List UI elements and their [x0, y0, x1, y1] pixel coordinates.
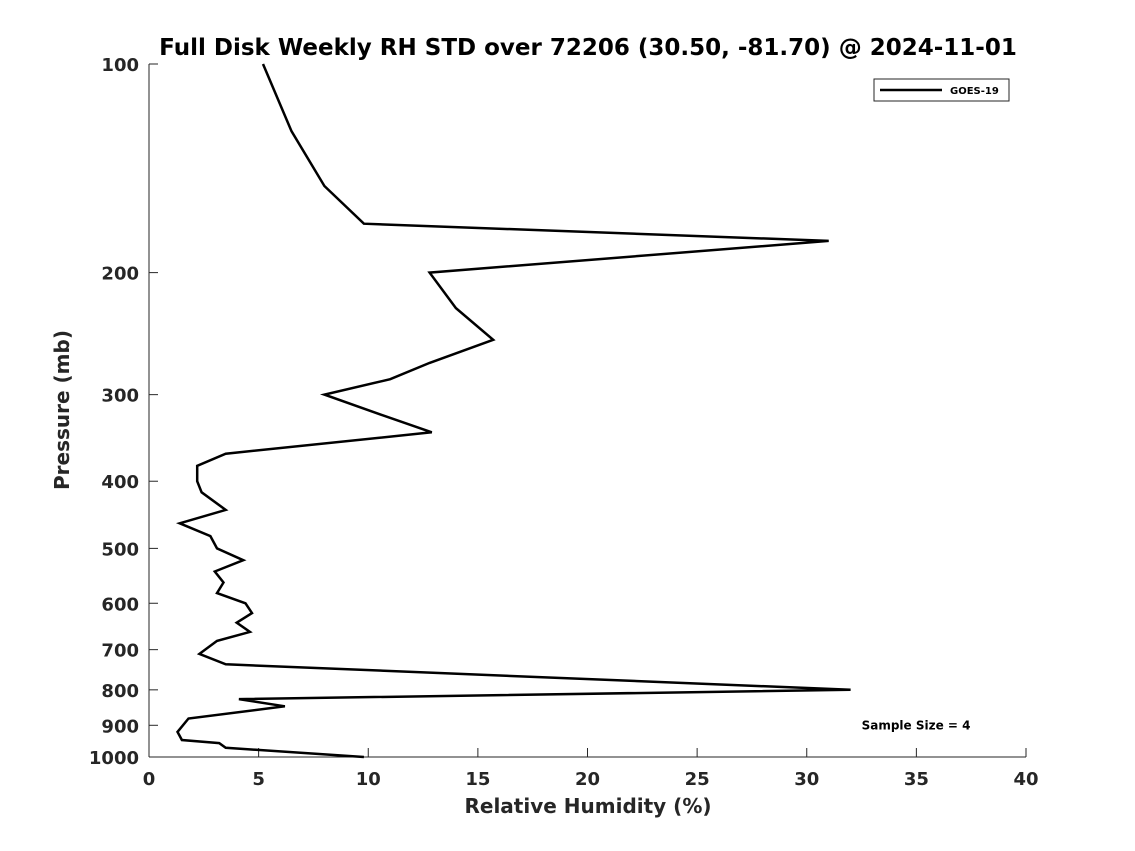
y-tick-label: 900 [101, 716, 139, 737]
series-line-goes-19 [175, 63, 851, 759]
y-tick-label: 400 [101, 472, 139, 493]
legend-label-goes-19: GOES-19 [950, 86, 999, 97]
x-tick-label: 35 [904, 769, 929, 790]
y-tick-label: 700 [101, 641, 139, 662]
legend: GOES-19 [873, 78, 1010, 102]
y-tick-label: 800 [101, 681, 139, 702]
y-ticks: 100 200 300 400 500 600 700 800 900 1000 [89, 55, 158, 769]
x-ticks: 0 5 10 15 20 25 30 35 40 [143, 748, 1039, 790]
x-tick-label: 20 [575, 769, 600, 790]
sample-size-annotation: Sample Size = 4 [862, 718, 971, 732]
y-tick-label: 200 [101, 264, 139, 285]
x-tick-label: 5 [252, 769, 265, 790]
x-tick-label: 0 [143, 769, 156, 790]
x-axis-label: Relative Humidity (%) [464, 794, 711, 818]
y-tick-label: 100 [101, 55, 139, 76]
series-layer [175, 63, 851, 759]
x-tick-label: 25 [685, 769, 710, 790]
x-tick-label: 30 [794, 769, 819, 790]
y-axis-label: Pressure (mb) [50, 330, 74, 490]
y-tick-label: 600 [101, 594, 139, 615]
x-tick-label: 15 [465, 769, 490, 790]
x-tick-label: 40 [1013, 769, 1038, 790]
x-tick-label: 10 [356, 769, 381, 790]
chart-title: Full Disk Weekly RH STD over 72206 (30.5… [159, 35, 1017, 61]
y-tick-label: 500 [101, 539, 139, 560]
y-tick-label: 1000 [89, 748, 139, 769]
y-tick-label: 300 [101, 386, 139, 407]
